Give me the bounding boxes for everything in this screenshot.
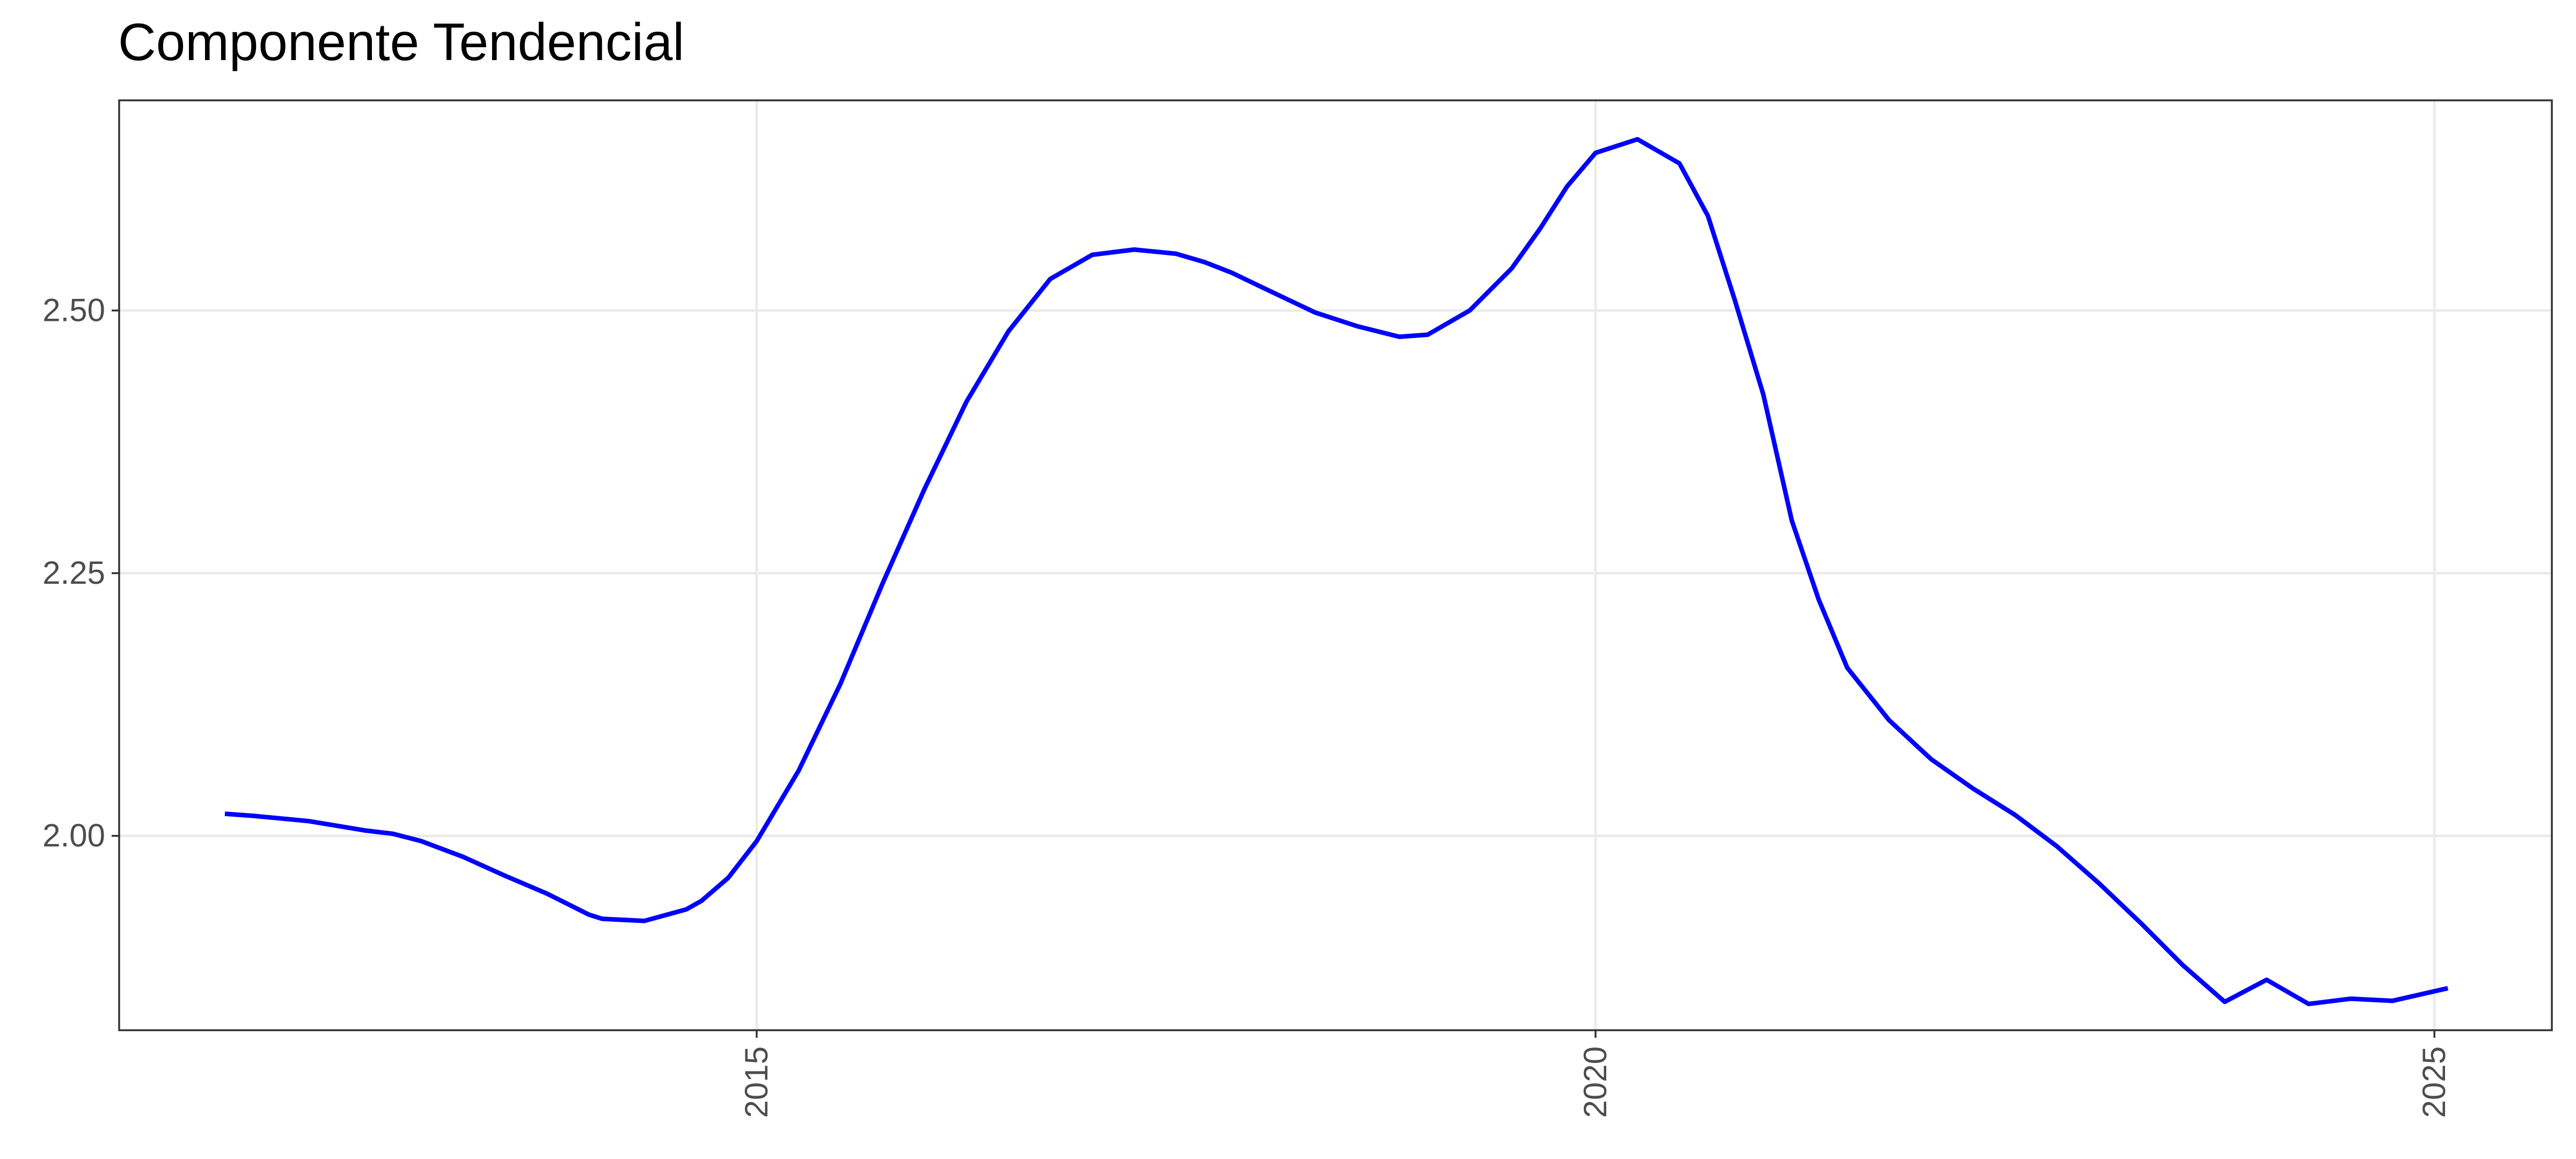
plot-panel-border [118, 99, 2553, 1031]
x-tick-label: 2015 [738, 1046, 774, 1118]
grid [119, 100, 2552, 1030]
y-tick-label: 2.00 [42, 818, 105, 854]
chart-title: Componente Tendencial [118, 12, 684, 71]
x-tick-label: 2020 [1577, 1046, 1613, 1118]
series-line [224, 137, 2449, 1007]
y-tick-label: 2.25 [42, 555, 105, 591]
plot-series [224, 137, 2449, 1007]
y-tick-label: 2.50 [42, 292, 105, 328]
x-tick-label: 2025 [2416, 1046, 2452, 1118]
axes: 2.00 2.25 2.50 2015 2020 2025 [42, 292, 2452, 1118]
